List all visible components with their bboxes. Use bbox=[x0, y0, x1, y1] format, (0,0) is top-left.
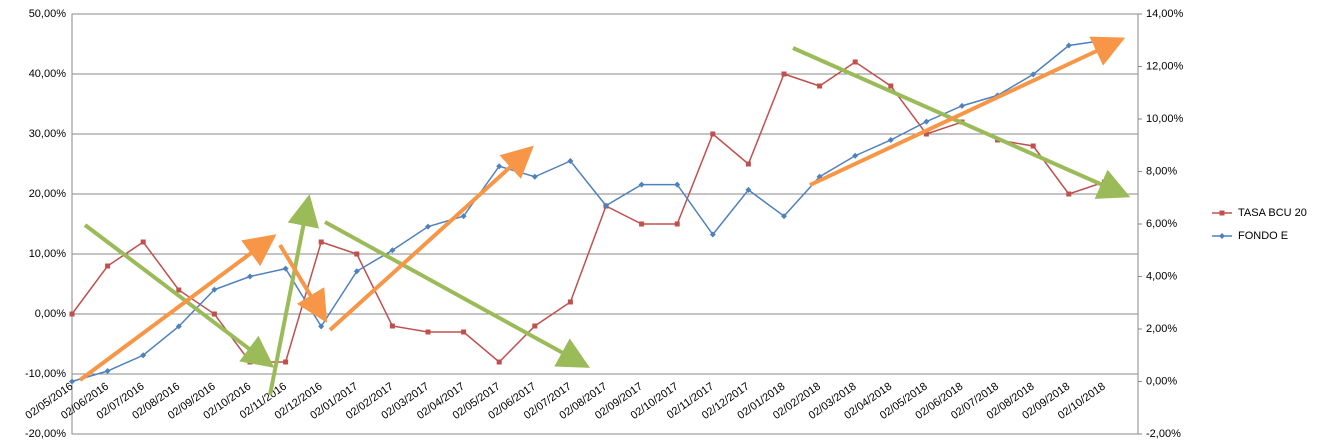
point-marker bbox=[389, 247, 396, 254]
point-marker bbox=[781, 71, 787, 77]
point-marker bbox=[1030, 71, 1037, 78]
point-marker bbox=[211, 286, 218, 293]
point-marker bbox=[531, 173, 538, 180]
point-marker bbox=[674, 181, 681, 188]
legend-label: TASA BCU 20 bbox=[1238, 207, 1307, 219]
point-marker bbox=[1065, 42, 1072, 49]
point-marker bbox=[69, 311, 75, 317]
point-marker bbox=[176, 287, 182, 293]
point-marker bbox=[852, 152, 859, 159]
y2-tick-label: 8,00% bbox=[1146, 165, 1177, 177]
point-marker bbox=[425, 329, 431, 335]
y2-tick-label: 4,00% bbox=[1146, 270, 1177, 282]
y2-tick-label: -2,00% bbox=[1146, 428, 1181, 440]
y-tick-label: 40,00% bbox=[29, 68, 67, 80]
y2-tick-label: 10,00% bbox=[1146, 113, 1184, 125]
series-line bbox=[71, 39, 1105, 383]
point-marker bbox=[318, 239, 324, 245]
point-marker bbox=[710, 131, 716, 137]
point-marker bbox=[567, 299, 573, 305]
point-marker bbox=[175, 323, 182, 330]
point-marker bbox=[1030, 143, 1036, 149]
y-tick-label: -20,00% bbox=[25, 428, 66, 440]
point-marker bbox=[318, 323, 325, 330]
y-tick-label: 0,00% bbox=[35, 308, 66, 320]
point-marker bbox=[353, 268, 360, 275]
legend-label: FONDO E bbox=[1238, 230, 1288, 242]
point-marker bbox=[283, 359, 289, 365]
point-marker bbox=[69, 378, 75, 385]
point-marker bbox=[852, 59, 858, 65]
point-marker bbox=[887, 137, 894, 143]
y-tick-label: 30,00% bbox=[29, 128, 67, 140]
point-marker bbox=[247, 359, 253, 365]
point-marker bbox=[959, 102, 965, 109]
y2-tick-label: 6,00% bbox=[1146, 218, 1177, 230]
point-marker bbox=[532, 323, 538, 329]
y-tick-label: -10,00% bbox=[25, 368, 66, 380]
series-line bbox=[71, 61, 1105, 364]
point-marker bbox=[211, 311, 217, 317]
plot-area bbox=[71, 13, 1139, 435]
point-marker bbox=[140, 352, 147, 359]
point-marker bbox=[781, 213, 787, 220]
point-marker bbox=[104, 368, 111, 374]
legend-marker bbox=[1219, 210, 1225, 216]
point-marker bbox=[817, 83, 823, 89]
point-marker bbox=[674, 221, 680, 227]
legend-marker bbox=[1219, 233, 1225, 239]
point-marker bbox=[888, 83, 894, 89]
annotation-arrows bbox=[78, 36, 1131, 396]
y2-tick-label: 0,00% bbox=[1146, 375, 1177, 387]
point-marker bbox=[1101, 37, 1108, 44]
point-marker bbox=[923, 131, 929, 137]
point-marker bbox=[105, 263, 111, 269]
point-marker bbox=[745, 186, 752, 193]
y2-tick-label: 14,00% bbox=[1146, 8, 1184, 20]
point-marker bbox=[247, 273, 253, 280]
point-marker bbox=[745, 161, 751, 167]
point-marker bbox=[282, 265, 289, 272]
point-marker bbox=[923, 118, 930, 125]
point-marker bbox=[709, 231, 716, 238]
point-marker bbox=[425, 223, 431, 230]
y2-tick-label: 12,00% bbox=[1146, 60, 1184, 72]
y-tick-label: 50,00% bbox=[29, 8, 67, 20]
point-marker bbox=[140, 239, 146, 245]
point-marker bbox=[1066, 191, 1072, 197]
point-marker bbox=[603, 202, 609, 209]
point-marker bbox=[460, 213, 467, 220]
point-marker bbox=[638, 181, 645, 188]
point-marker bbox=[567, 158, 574, 164]
y-tick-label: 20,00% bbox=[29, 188, 67, 200]
point-marker bbox=[639, 221, 645, 227]
point-marker bbox=[496, 359, 502, 365]
y2-tick-label: 2,00% bbox=[1146, 323, 1177, 335]
point-marker bbox=[461, 329, 467, 335]
y-tick-label: 10,00% bbox=[29, 248, 67, 260]
point-marker bbox=[389, 323, 395, 329]
point-marker bbox=[354, 251, 360, 257]
